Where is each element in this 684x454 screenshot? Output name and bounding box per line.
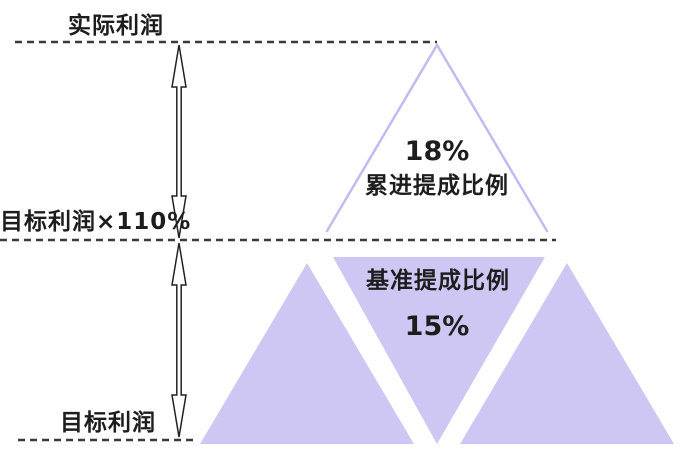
progressive-tier-label: 累进提成比例 <box>365 173 509 199</box>
base-rate-value: 15% <box>404 311 470 342</box>
base-tier-label: 基准提成比例 <box>366 268 510 294</box>
upper-range-arrow <box>171 44 187 239</box>
base-triangle-right <box>460 263 674 444</box>
base-triangle-left <box>200 263 414 444</box>
target-profit-label: 目标利润 <box>60 410 156 436</box>
progressive-triangle-outline <box>325 42 549 233</box>
base-triangle-center-inverted <box>333 257 545 444</box>
target-profit-110-label: 目标利润×110% <box>0 209 192 235</box>
lower-range-arrow <box>171 242 187 438</box>
actual-profit-label: 实际利润 <box>68 13 164 39</box>
progressive-rate-value: 18% <box>404 136 470 167</box>
